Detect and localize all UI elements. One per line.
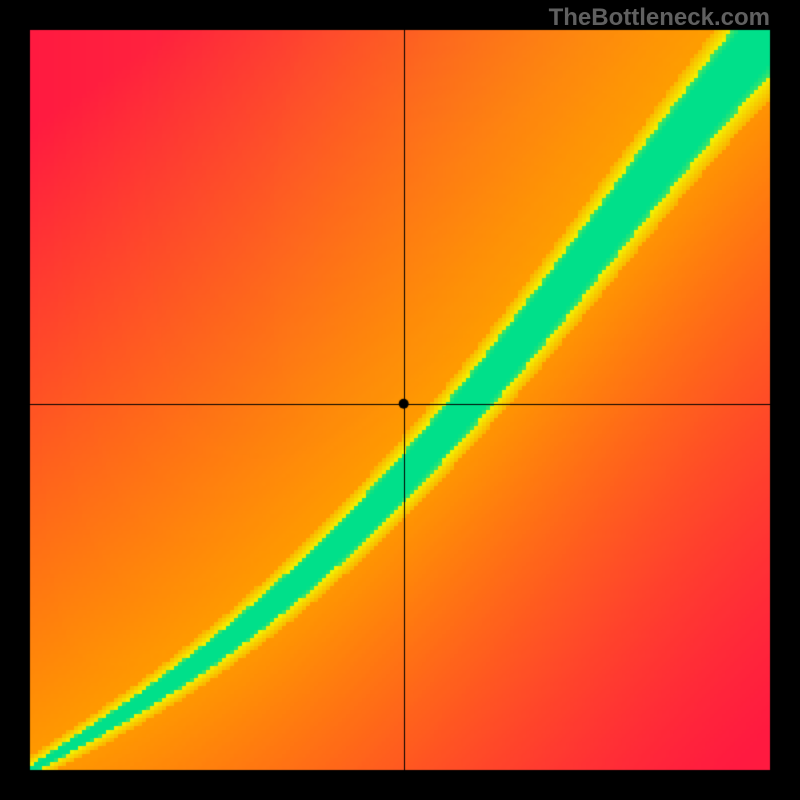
watermark-text: TheBottleneck.com <box>549 4 770 32</box>
bottleneck-heatmap <box>0 0 800 800</box>
chart-container: TheBottleneck.com <box>0 0 800 800</box>
